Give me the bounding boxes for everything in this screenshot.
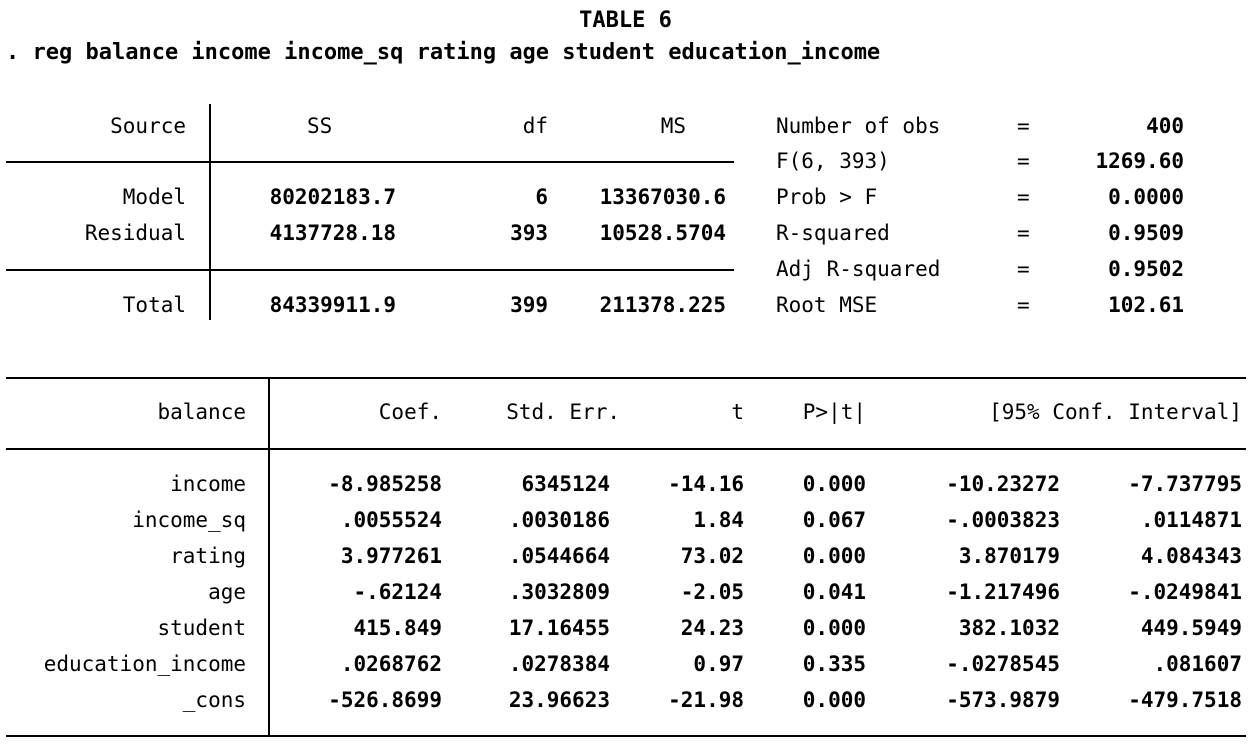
anova-header-rule [6,161,734,163]
anova-total-rule [6,269,734,271]
coef-value: -8.985258 [328,472,442,496]
coef-header-var: balance [157,400,246,424]
anova-df: 399 [510,293,548,317]
coef-header-t: t [731,400,744,424]
coef-ci-high: -.0249841 [1128,580,1242,604]
anova-source: Model [122,185,186,209]
anova-column-rule [209,104,211,320]
coef-var: education_income [43,652,246,676]
table-title: TABLE 6 [579,8,672,33]
coef-value: .0055524 [340,508,442,532]
coef-p: 0.000 [802,472,866,496]
coef-value: 415.849 [353,616,442,640]
coef-p: 0.041 [802,580,866,604]
coef-value: -.62124 [353,580,442,604]
anova-source: Residual [84,221,186,245]
anova-ss: 84339911.9 [269,293,396,317]
stat-equals: = [1017,114,1030,138]
anova-df: 393 [510,221,548,245]
coef-p: 0.000 [802,616,866,640]
anova-ss: 80202183.7 [269,185,396,209]
coef-header-se: Std. Err. [506,400,620,424]
coef-top-rule [6,377,1246,379]
coef-t: 1.84 [693,508,744,532]
coef-var: age [208,580,246,604]
anova-ss: 4137728.18 [269,221,396,245]
stat-label: Number of obs [776,114,941,138]
coef-se: 17.16455 [508,616,610,640]
coef-header-ci: [95% Conf. Interval] [989,400,1242,424]
coef-column-rule [268,378,270,736]
coef-value: .0268762 [340,652,442,676]
stat-equals: = [1017,257,1030,281]
anova-header-ms: MS [660,114,686,138]
anova-header-ss: SS [307,114,333,138]
coef-var: _cons [182,688,246,712]
coef-bottom-rule [6,735,1246,737]
stat-value: 0.9502 [1108,257,1184,281]
anova-header-df: df [522,114,548,138]
coef-ci-low: 382.1032 [958,616,1060,640]
coef-value: 3.977261 [340,544,442,568]
stat-label: F(6, 393) [776,149,890,173]
coef-ci-high: -7.737795 [1128,472,1242,496]
anova-header-source: Source [110,114,186,138]
anova-ms: 211378.225 [599,293,726,317]
coef-se: .0544664 [508,544,610,568]
coef-t: 24.23 [680,616,744,640]
coef-p: 0.000 [802,544,866,568]
coef-ci-low: -573.9879 [946,688,1060,712]
coef-header-coef: Coef. [378,400,442,424]
stat-label: Adj R-squared [776,257,941,281]
coef-t: 0.97 [693,652,744,676]
coef-p: 0.000 [802,688,866,712]
coef-var: rating [170,544,246,568]
coef-p: 0.067 [802,508,866,532]
stat-value: 0.9509 [1108,221,1184,245]
stat-equals: = [1017,185,1030,209]
coef-se: .3032809 [508,580,610,604]
coef-ci-high: 449.5949 [1140,616,1242,640]
stat-label: Root MSE [776,293,878,317]
coef-se: .0278384 [508,652,610,676]
stat-equals: = [1017,293,1030,317]
coef-header-p: P>|t| [802,400,866,424]
coef-var: income [170,472,246,496]
coef-ci-low: -1.217496 [946,580,1060,604]
coef-ci-low: 3.870179 [958,544,1060,568]
coef-t: -2.05 [680,580,744,604]
coef-t: -21.98 [668,688,744,712]
stat-equals: = [1017,149,1030,173]
coef-t: 73.02 [680,544,744,568]
anova-source: Total [122,293,186,317]
coef-ci-high: -479.7518 [1128,688,1242,712]
coef-ci-high: .0114871 [1140,508,1242,532]
coef-ci-high: 4.084343 [1140,544,1242,568]
regression-command: . reg balance income income_sq rating ag… [6,40,881,65]
coef-value: -526.8699 [328,688,442,712]
anova-ms: 10528.5704 [599,221,726,245]
coef-se: 6345124 [521,472,610,496]
coef-ci-high: .081607 [1153,652,1242,676]
stat-label: Prob > F [776,185,878,209]
coef-se: .0030186 [508,508,610,532]
coef-ci-low: -10.23272 [946,472,1060,496]
coef-p: 0.335 [802,652,866,676]
coef-ci-low: -.0278545 [946,652,1060,676]
stat-value: 102.61 [1108,293,1184,317]
coef-header-rule [6,448,1246,450]
coef-var: income_sq [132,508,246,532]
anova-ms: 13367030.6 [599,185,726,209]
stat-value: 0.0000 [1108,185,1184,209]
coef-se: 23.96623 [508,688,610,712]
stat-label: R-squared [776,221,890,245]
coef-var: student [157,616,246,640]
stat-value: 1269.60 [1095,149,1184,173]
stat-equals: = [1017,221,1030,245]
coef-t: -14.16 [668,472,744,496]
stat-value: 400 [1146,114,1184,138]
anova-df: 6 [535,185,548,209]
coef-ci-low: -.0003823 [946,508,1060,532]
